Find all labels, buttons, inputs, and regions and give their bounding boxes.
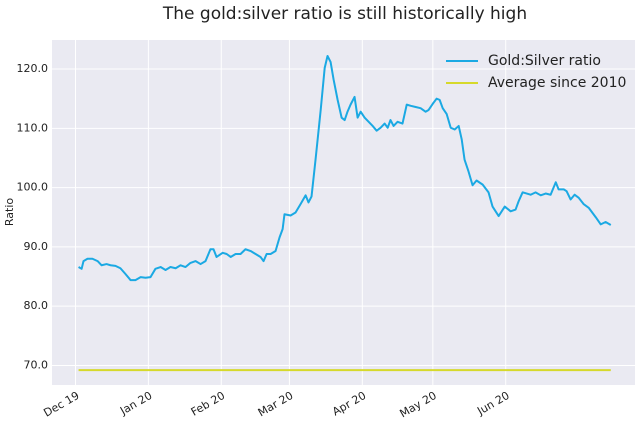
y-tick-label: 120.0: [17, 62, 49, 75]
plot-area: [52, 40, 635, 385]
y-tick-label: 80.0: [24, 299, 49, 312]
y-tick-label: 70.0: [24, 358, 49, 371]
legend-label: Gold:Silver ratio: [488, 53, 601, 69]
x-tick-label: Feb 20: [189, 389, 228, 419]
y-tick-label: 100.0: [17, 181, 49, 194]
y-axis-label: Ratio: [3, 198, 16, 227]
x-tick-label: Apr 20: [330, 389, 368, 419]
x-tick-label: Jun 20: [474, 389, 511, 418]
x-tick-label: Mar 20: [256, 389, 296, 419]
x-tick-label: May 20: [397, 389, 438, 420]
y-tick-label: 110.0: [17, 121, 49, 134]
chart-title: The gold:silver ratio is still historica…: [162, 4, 527, 24]
y-tick-label: 90.0: [24, 240, 49, 253]
x-tick-label: Dec 19: [41, 389, 81, 420]
x-tick-label: Jan 20: [117, 389, 154, 418]
series-line: [78, 55, 612, 282]
legend-label: Average since 2010: [488, 75, 626, 91]
